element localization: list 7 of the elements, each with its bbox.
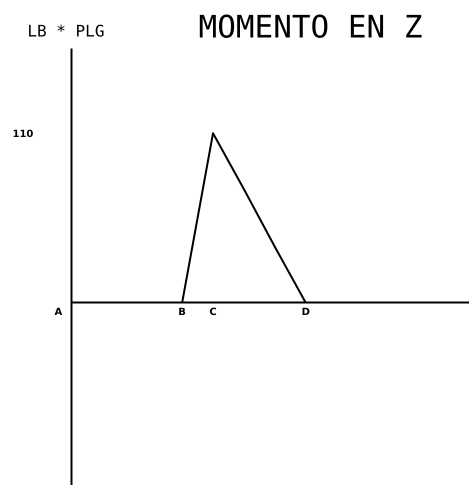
x-tick-label: B [178,306,186,318]
x-tick-label: C [209,306,217,318]
x-tick-label: A [54,306,63,318]
x-tick-label: D [302,306,310,318]
text: 110 [12,129,34,140]
text: LB * PLG [27,21,104,40]
chart-title: MOMENTO EN Z [198,10,423,46]
